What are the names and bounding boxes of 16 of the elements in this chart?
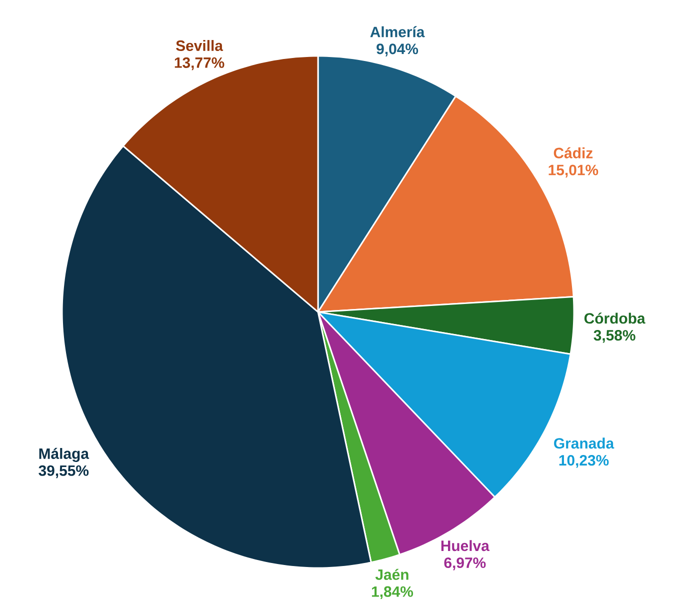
- slice-label: Jaén: [375, 568, 408, 580]
- data-label: 15,01%: [548, 164, 598, 178]
- slice-label: Córdoba: [584, 312, 646, 324]
- data-label: 13,77%: [174, 57, 224, 70]
- data-label: 6,97%: [444, 557, 486, 570]
- slice-label: Sevilla: [176, 40, 224, 51]
- slice-label: Málaga: [39, 448, 90, 462]
- data-label: 3,58%: [594, 330, 636, 343]
- slice-label: Cádiz: [554, 147, 593, 158]
- slice-label: Almería: [370, 26, 425, 38]
- data-label: 9,04%: [376, 44, 418, 56]
- slice-label: Granada: [554, 438, 614, 449]
- slice-label: Huelva: [441, 540, 490, 552]
- data-label: 39,55%: [38, 465, 89, 478]
- data-label: 10,23%: [559, 455, 609, 468]
- data-label: 1,84%: [372, 586, 414, 600]
